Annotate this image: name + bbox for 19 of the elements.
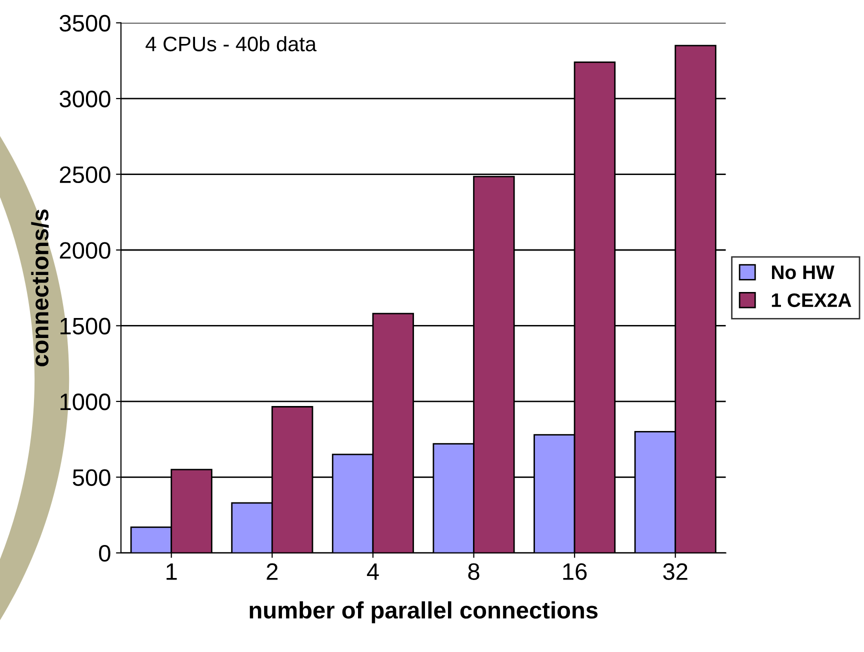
x-tick-label: 16 — [563, 563, 587, 580]
x-axis-title: number of parallel connections — [250, 601, 598, 624]
y-tick-label: 500 — [72, 469, 110, 486]
y-tick-label: 3000 — [60, 90, 110, 108]
annotation: 4 CPUs - 40b data — [146, 36, 317, 52]
y-tick-label: 0 — [99, 544, 110, 562]
legend-label: 1 CEX2A — [772, 293, 852, 308]
x-tick-label: 2 — [266, 563, 278, 580]
y-axis-title: connections/s — [31, 209, 49, 366]
x-tick-label: 1 — [166, 563, 177, 580]
x-tick-label: 32 — [663, 563, 688, 580]
y-tick-label: 1500 — [60, 318, 110, 335]
y-tick-label: 3500 — [60, 14, 110, 32]
y-tick-label: 1000 — [60, 394, 110, 410]
y-tick-label: 2500 — [60, 166, 110, 184]
y-tick-label: 2000 — [60, 242, 110, 259]
legend-label: No HW — [772, 266, 834, 280]
x-tick-label: 8 — [468, 563, 480, 580]
x-tick-label: 4 — [366, 563, 379, 580]
